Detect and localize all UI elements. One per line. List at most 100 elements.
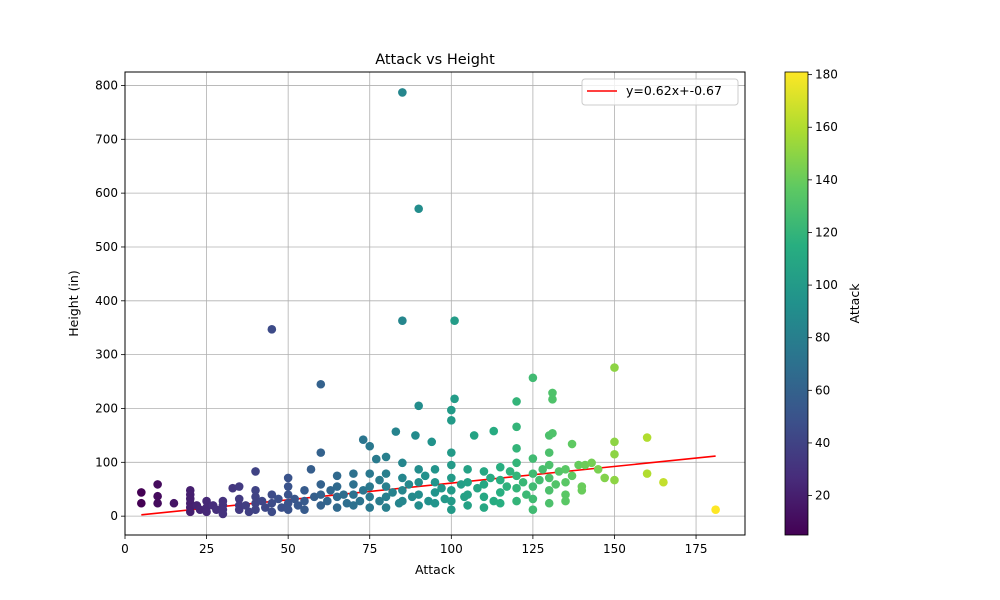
legend: y=0.62x+-0.67 xyxy=(581,78,739,106)
scatter-point xyxy=(447,448,456,457)
colorbar-ticks: 20 40 60 80 100 120 140 160 180 xyxy=(808,68,838,503)
scatter-point xyxy=(381,452,391,462)
scatter-point xyxy=(580,460,590,470)
scatter-point xyxy=(427,437,437,447)
scatter-point xyxy=(339,490,348,499)
scatter-point xyxy=(495,462,505,472)
scatter-point xyxy=(561,496,570,506)
scatter-point xyxy=(251,498,260,508)
scatter-point xyxy=(283,490,293,499)
scatter-point xyxy=(300,486,309,495)
scatter-point xyxy=(153,491,162,501)
scatter-point xyxy=(551,480,561,489)
scatter-point xyxy=(267,490,277,499)
colorbar-tick-label: 100 xyxy=(815,278,838,292)
chart-title: Attack vs Height xyxy=(375,52,495,68)
colorbar-tick-label: 20 xyxy=(815,489,830,503)
scatter-point xyxy=(577,486,587,495)
scatter-point xyxy=(548,428,557,438)
scatter-point xyxy=(323,496,332,506)
scatter-point xyxy=(512,397,521,406)
scatter-point xyxy=(548,388,557,398)
scatter-point xyxy=(544,486,554,495)
scatter-point xyxy=(398,486,407,495)
y-tick-label: 700 xyxy=(95,132,118,146)
scatter-point xyxy=(358,486,368,495)
scatter-point xyxy=(479,492,489,502)
scatter-point xyxy=(381,503,391,512)
scatter-point xyxy=(234,505,244,514)
scatter-point xyxy=(212,505,221,514)
scatter-point xyxy=(522,490,531,499)
scatter-point xyxy=(659,477,668,487)
scatter-point xyxy=(283,473,293,483)
scatter-point xyxy=(447,416,456,425)
scatter-point xyxy=(251,467,260,476)
scatter-point xyxy=(495,475,505,485)
x-tick-label: 75 xyxy=(362,542,377,556)
scatter-point xyxy=(293,501,303,510)
colorbar-gradient xyxy=(784,71,809,536)
scatter-point xyxy=(593,465,603,474)
scatter-point xyxy=(642,469,652,478)
scatter-point xyxy=(388,488,397,497)
scatter-point xyxy=(153,480,162,489)
y-tick-label: 300 xyxy=(95,348,118,362)
scatter-point xyxy=(430,498,440,508)
scatter-point xyxy=(711,505,720,514)
y-axis-label: Height (in) xyxy=(66,270,81,336)
scatter-point xyxy=(512,458,521,468)
scatter-point xyxy=(528,373,538,383)
scatter-point xyxy=(538,465,547,474)
scatter-point xyxy=(251,505,260,514)
scatter-point xyxy=(430,488,440,497)
scatter-point xyxy=(137,488,146,497)
scatter-point xyxy=(479,467,489,476)
x-axis-ticks: 0 25 50 75 100 125 150 175 xyxy=(121,535,708,556)
scatter-point xyxy=(495,488,505,497)
scatter-point xyxy=(381,482,391,491)
y-tick-label: 800 xyxy=(95,78,118,92)
colorbar-tick-label: 180 xyxy=(815,68,838,82)
scatter-point xyxy=(371,454,381,464)
scatter-point xyxy=(306,465,316,474)
scatter-point xyxy=(587,458,596,468)
y-tick-label: 200 xyxy=(95,401,118,415)
scatter-point xyxy=(469,431,479,440)
fit-line xyxy=(141,455,716,516)
scatter-point xyxy=(202,496,211,506)
scatter-point xyxy=(283,505,293,514)
scatter-point xyxy=(241,501,251,510)
scatter-point xyxy=(518,477,528,487)
scatter-point xyxy=(274,494,283,504)
scatter-point xyxy=(473,483,482,493)
scatter-point xyxy=(309,492,319,502)
scatter-point xyxy=(381,492,391,502)
scatter-point xyxy=(528,482,538,491)
scatter-point xyxy=(463,490,472,499)
scatter-point xyxy=(244,507,254,517)
y-tick-label: 600 xyxy=(95,186,118,200)
scatter-point xyxy=(414,477,423,487)
scatter-point xyxy=(283,482,293,491)
grid-lines xyxy=(124,72,745,535)
scatter-point xyxy=(512,483,521,493)
scatter-point xyxy=(267,325,277,334)
scatter-point xyxy=(398,458,407,468)
scatter-point xyxy=(420,471,430,481)
scatter-point xyxy=(450,316,459,326)
scatter-point xyxy=(153,498,162,508)
scatter-point xyxy=(137,498,146,508)
scatter-point xyxy=(463,465,472,474)
y-tick-label: 500 xyxy=(95,240,118,254)
scatter-point xyxy=(489,426,499,436)
x-tick-label: 0 xyxy=(121,542,129,556)
scatter-point xyxy=(505,467,515,476)
scatter-point xyxy=(512,496,521,506)
scatter-point xyxy=(375,496,384,506)
scatter-point xyxy=(447,405,456,415)
fit-line-group xyxy=(141,455,716,516)
x-axis-label: Attack xyxy=(415,562,456,577)
scatter-point xyxy=(447,473,456,483)
scatter-point xyxy=(257,496,267,506)
